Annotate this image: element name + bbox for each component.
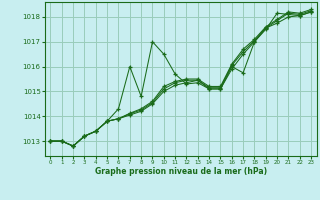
X-axis label: Graphe pression niveau de la mer (hPa): Graphe pression niveau de la mer (hPa) [95, 167, 267, 176]
